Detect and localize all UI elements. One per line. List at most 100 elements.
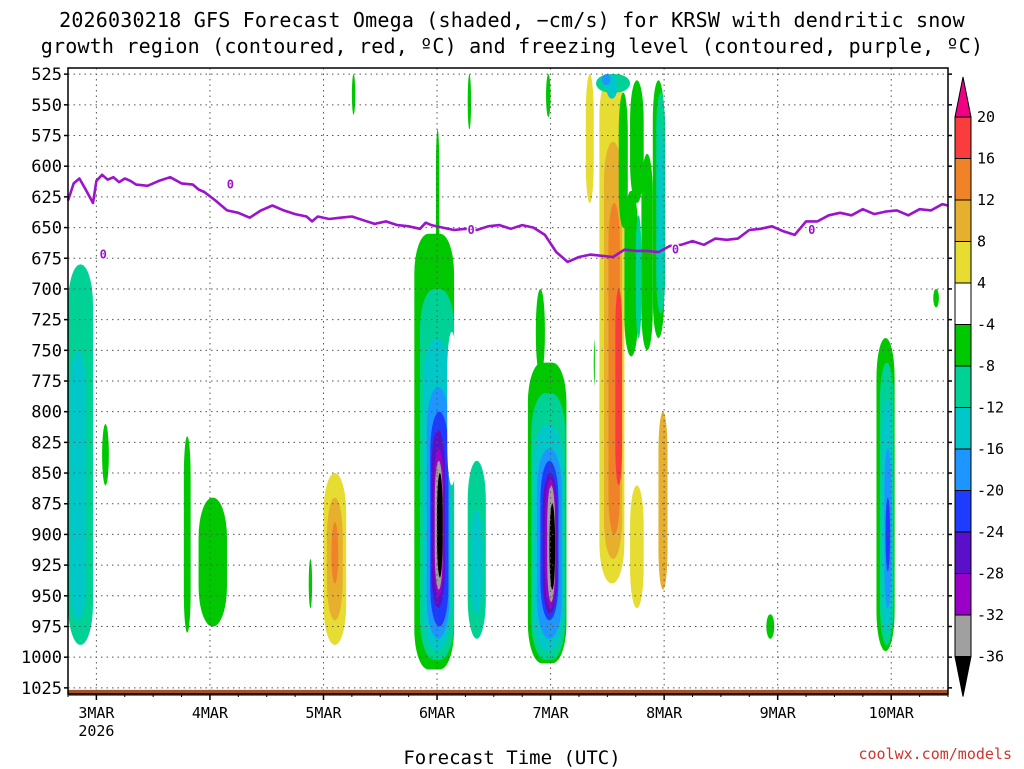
omega-region-73 (800, 509, 808, 553)
omega-region-43 (535, 288, 545, 375)
omega-region-7 (183, 436, 191, 633)
omega-region-10 (209, 252, 215, 375)
x-tick-year-label: 2026 (78, 722, 114, 740)
y-tick-label-775: 775 (31, 372, 62, 392)
colorbar-swatch-7 (954, 365, 972, 408)
omega-region-61 (630, 485, 644, 609)
y-tick-label-575: 575 (31, 127, 62, 147)
colorbar-swatch-8 (954, 324, 972, 367)
x-tick-label-6: 9MAR (760, 704, 797, 722)
y-tick-label-925: 925 (31, 556, 62, 576)
omega-region-2 (102, 423, 109, 486)
y-tick-label-875: 875 (31, 495, 62, 515)
y-tick-label-550: 550 (31, 96, 62, 116)
colorbar-label-13: -36 (977, 648, 1004, 666)
omega-region-19 (351, 74, 356, 115)
colorbar-label-2: 12 (977, 191, 995, 209)
omega-region-79 (894, 350, 901, 388)
omega-region-29 (447, 331, 457, 486)
omega-region-71 (766, 319, 776, 400)
omega-region-31 (471, 509, 483, 615)
omega-region-33 (467, 74, 472, 130)
omega-region-62 (635, 215, 642, 339)
x-tick-label-1: 4MAR (192, 704, 229, 722)
colorbar-swatch-2 (954, 573, 972, 616)
omega-region-9 (198, 497, 227, 627)
freezing-level-label-4: 0 (100, 248, 107, 262)
x-tick-label-7: 10MAR (869, 704, 915, 722)
y-tick-label-600: 600 (31, 157, 62, 177)
ground-surface (68, 689, 948, 696)
y-tick-label-650: 650 (31, 219, 62, 239)
colorbar-top-arrow (954, 76, 972, 118)
colorbar-label-4: 4 (977, 274, 986, 292)
chart-title-line-2: growth region (contoured, red, ºC) and f… (40, 34, 984, 58)
colorbar-swatch-11 (954, 199, 972, 242)
x-tick-label-4: 7MAR (533, 704, 570, 722)
source-credit-link[interactable]: coolwx.com/models (858, 745, 1012, 763)
colorbar-swatch-9 (954, 282, 972, 325)
y-tick-label-1000: 1000 (21, 648, 62, 668)
freezing-level-label-0: 0 (227, 178, 234, 192)
colorbar-swatch-13 (954, 116, 972, 159)
omega-region-57 (618, 92, 628, 228)
colorbar-swatch-1 (954, 614, 972, 657)
omega-region-13 (308, 558, 313, 609)
y-tick-label-725: 725 (31, 311, 62, 331)
omega-region-12 (308, 239, 316, 400)
freezing-level-label-2: 0 (672, 243, 679, 257)
omega-region-8 (191, 497, 199, 639)
omega-region-32 (435, 129, 440, 289)
x-tick-label-2: 5MAR (305, 704, 342, 722)
omega-region-68 (658, 411, 668, 590)
omega-region-17 (331, 522, 339, 584)
freezing-level-label-1: 0 (467, 223, 474, 237)
x-axis-label: Forecast Time (UTC) (403, 747, 621, 769)
y-tick-label-800: 800 (31, 403, 62, 423)
y-tick-label-525: 525 (31, 65, 62, 85)
colorbar-bottom-arrow (954, 656, 972, 697)
colorbar-label-5: -4 (977, 316, 995, 334)
y-tick-label-825: 825 (31, 433, 62, 453)
colorbar-swatch-3 (954, 531, 972, 574)
colorbar-label-7: -12 (977, 399, 1004, 417)
x-tick-label-3: 6MAR (419, 704, 456, 722)
colorbar-label-8: -16 (977, 440, 1004, 458)
y-tick-label-675: 675 (31, 249, 62, 269)
colorbar-swatch-6 (954, 407, 972, 450)
colorbar-label-3: 8 (977, 233, 986, 251)
colorbar-label-1: 16 (977, 150, 995, 168)
chart-title-line-1: 2026030218 GFS Forecast Omega (shaded, −… (59, 8, 965, 32)
colorbar-label-9: -20 (977, 482, 1004, 500)
omega-region-59 (630, 80, 644, 204)
y-tick-label-950: 950 (31, 587, 62, 607)
freezing-level-contour (66, 173, 949, 264)
omega-region-6 (122, 454, 128, 486)
omega-region-5 (96, 264, 120, 345)
omega-region-28 (437, 473, 443, 578)
omega-region-47 (585, 74, 594, 204)
colorbar-swatch-4 (954, 490, 972, 533)
omega-region-3 (68, 74, 73, 154)
colorbar-label-12: -32 (977, 606, 1004, 624)
y-tick-label-1025: 1025 (21, 679, 62, 699)
x-tick-label-0: 3MAR (78, 704, 115, 722)
omega-region-72 (766, 614, 775, 639)
colorbar-label-0: 20 (977, 108, 995, 126)
colorbar-swatch-10 (954, 241, 972, 284)
omega-region-80 (933, 288, 939, 308)
omega-region-1 (70, 350, 87, 621)
omega-region-58 (624, 190, 639, 357)
omega-region-4 (94, 74, 100, 111)
colorbar-label-10: -24 (977, 523, 1004, 541)
y-tick-label-850: 850 (31, 464, 62, 484)
y-tick-label-975: 975 (31, 617, 62, 637)
omega-region-69 (669, 497, 676, 559)
omega-region-53 (615, 288, 623, 486)
colorbar-label-6: -8 (977, 357, 995, 375)
omega-region-18 (325, 74, 333, 154)
omega-region-70 (715, 387, 725, 510)
omega-region-44 (550, 110, 557, 154)
colorbar-swatch-5 (954, 448, 972, 491)
